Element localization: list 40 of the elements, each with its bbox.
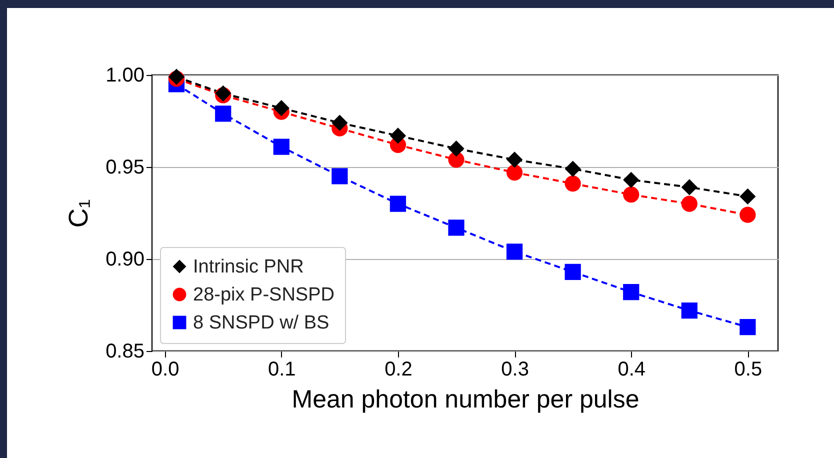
y-tick-label: 0.90 <box>106 248 144 270</box>
x-tick-label: 0.2 <box>384 358 412 380</box>
y-tick-label: 0.95 <box>106 156 144 178</box>
point <box>740 319 756 336</box>
point <box>681 302 698 319</box>
point <box>740 188 756 204</box>
x-tick-label: 0.5 <box>734 358 762 380</box>
point <box>448 140 464 157</box>
point <box>273 138 290 155</box>
y-tick-label: 1.00 <box>106 64 144 86</box>
point <box>623 284 640 300</box>
legend-label: 28-pix P-SNSPD <box>193 284 334 306</box>
point <box>623 172 640 188</box>
legend-label: 8 SNSPD w/ BS <box>193 312 330 334</box>
x-tick-label: 0.0 <box>151 358 180 380</box>
point <box>564 176 581 192</box>
point <box>448 220 464 236</box>
point <box>332 168 348 184</box>
point <box>273 100 290 116</box>
point <box>332 114 348 131</box>
point <box>564 160 581 177</box>
x-axis-title: Mean photon number per pulse <box>292 386 640 414</box>
legend-label: Intrinsic PNR <box>193 256 304 278</box>
point <box>390 128 406 144</box>
point <box>506 152 523 168</box>
y-axis-title: C₁ <box>64 199 94 228</box>
point <box>623 186 640 203</box>
point <box>215 106 232 122</box>
point <box>506 164 523 181</box>
y-tick-label: 0.85 <box>106 340 144 362</box>
point <box>390 196 406 212</box>
x-tick-label: 0.1 <box>268 358 296 380</box>
point <box>740 206 756 223</box>
point <box>681 196 698 212</box>
x-tick-label: 0.4 <box>618 358 646 380</box>
point <box>681 179 698 196</box>
point <box>506 244 523 260</box>
x-tick-label: 0.3 <box>501 358 529 380</box>
point <box>448 152 464 168</box>
point <box>564 264 581 280</box>
